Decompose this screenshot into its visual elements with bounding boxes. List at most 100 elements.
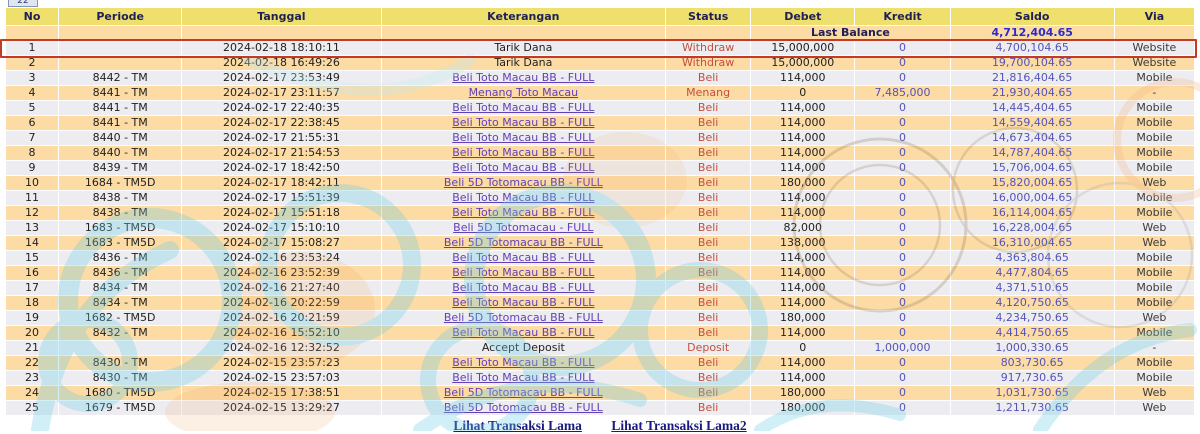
cell-status: Beli (666, 236, 751, 250)
cell-debet: 180,000 (751, 311, 855, 325)
cell-keterangan: Tarik Dana (381, 56, 666, 70)
transaction-row: 5 8441 - TM 2024-02-17 22:40:35 Beli Toto M… (6, 101, 1194, 115)
keterangan-link[interactable]: Beli Toto Macau BB - FULL (452, 356, 595, 369)
keterangan-link[interactable]: Beli Toto Macau BB - FULL (452, 116, 595, 129)
cell-saldo: 4,414,750.65 (950, 326, 1114, 340)
cell-saldo: 14,673,404.65 (950, 131, 1114, 145)
cell-tanggal: 2024-02-17 18:42:50 (182, 161, 381, 175)
cell-kredit: 0 (855, 131, 950, 145)
cell-kredit: 0 (855, 356, 950, 370)
transaction-row: 18 8434 - TM 2024-02-16 20:22:59 Beli Toto … (6, 296, 1194, 310)
keterangan-link[interactable]: Beli Toto Macau BB - FULL (452, 131, 595, 144)
cell-via: Mobile (1114, 161, 1194, 175)
cell-debet: 180,000 (751, 386, 855, 400)
cell-kredit: 0 (855, 206, 950, 220)
keterangan-link[interactable]: Beli Toto Macau BB - FULL (452, 101, 595, 114)
cell-debet: 114,000 (751, 371, 855, 385)
cell-periode: 8440 - TM (59, 131, 182, 145)
keterangan-link[interactable]: Beli Toto Macau BB - FULL (452, 266, 595, 279)
column-header-tanggal: Tanggal (182, 8, 381, 25)
cell-tanggal: 2024-02-16 23:53:24 (182, 251, 381, 265)
cell-periode (59, 41, 182, 55)
cell-tanggal: 2024-02-17 21:55:31 (182, 131, 381, 145)
column-header-debet: Debet (751, 8, 855, 25)
cropped-toolbar-button[interactable]: 22 (8, 0, 38, 7)
keterangan-link[interactable]: Menang Toto Macau (468, 86, 579, 99)
cell-status: Beli (666, 386, 751, 400)
cell-periode: 8430 - TM (59, 356, 182, 370)
cell-keterangan: Accept Deposit (381, 341, 666, 355)
keterangan-link[interactable]: Beli Toto Macau BB - FULL (452, 206, 595, 219)
cell-via: Mobile (1114, 146, 1194, 160)
cell-tanggal: 2024-02-17 18:42:11 (182, 176, 381, 190)
cell-status: Menang (666, 86, 751, 100)
cell-keterangan: Beli 5D Totomacau BB - FULL (381, 401, 666, 415)
cell-periode: 1679 - TM5D (59, 401, 182, 415)
cell-status: Beli (666, 221, 751, 235)
cell-status: Withdraw (666, 41, 751, 55)
cell-no: 3 (6, 71, 59, 85)
cell-saldo: 16,310,004.65 (950, 236, 1114, 250)
keterangan-link[interactable]: Beli Toto Macau BB - FULL (452, 251, 595, 264)
cell-via: Mobile (1114, 266, 1194, 280)
cell-periode: 8434 - TM (59, 281, 182, 295)
cell-no: 6 (6, 116, 59, 130)
keterangan-link[interactable]: Beli 5D Totomacau BB - FULL (443, 311, 603, 324)
keterangan-link[interactable]: Beli 5D Totomacau BB - FULL (443, 176, 603, 189)
cell-status: Beli (666, 146, 751, 160)
cell-via: Website (1114, 41, 1194, 55)
cell-tanggal: 2024-02-16 23:52:39 (182, 266, 381, 280)
cell-periode: 8440 - TM (59, 146, 182, 160)
keterangan-link[interactable]: Beli Toto Macau BB - FULL (452, 281, 595, 294)
cell-kredit: 0 (855, 56, 950, 70)
transaction-row: 16 8436 - TM 2024-02-16 23:52:39 Beli Toto … (6, 266, 1194, 280)
cell-saldo: 917,730.65 (950, 371, 1114, 385)
column-header-saldo: Saldo (950, 8, 1114, 25)
transaction-row: 10 1684 - TM5D 2024-02-17 18:42:11 Beli 5D … (6, 176, 1194, 190)
cell-keterangan: Beli 5D Totomacau BB - FULL (381, 386, 666, 400)
cell-kredit: 0 (855, 266, 950, 280)
keterangan-link[interactable]: Beli Toto Macau BB - FULL (452, 191, 595, 204)
cell-tanggal: 2024-02-17 15:10:10 (182, 221, 381, 235)
cell-debet: 114,000 (751, 296, 855, 310)
keterangan-link[interactable]: Beli 5D Totomacau BB - FULL (443, 386, 603, 399)
cell-periode: 8441 - TM (59, 101, 182, 115)
cell-status: Beli (666, 251, 751, 265)
cell-kredit: 0 (855, 401, 950, 415)
cell-no: 5 (6, 101, 59, 115)
cell-no: 17 (6, 281, 59, 295)
cell-via: Web (1114, 311, 1194, 325)
lihat-transaksi-lama-link[interactable]: Lihat Transaksi Lama (453, 418, 582, 433)
cell-kredit: 0 (855, 101, 950, 115)
transaction-row: 20 8432 - TM 2024-02-16 15:52:10 Beli Toto … (6, 326, 1194, 340)
cell-periode: 8438 - TM (59, 206, 182, 220)
keterangan-link[interactable]: Beli 5D Totomacau - FULL (453, 221, 594, 234)
keterangan-link[interactable]: Beli Toto Macau BB - FULL (452, 296, 595, 309)
keterangan-link[interactable]: Beli Toto Macau BB - FULL (452, 371, 595, 384)
cell-via: Mobile (1114, 371, 1194, 385)
cell-via: Mobile (1114, 296, 1194, 310)
cell-status: Beli (666, 311, 751, 325)
keterangan-link[interactable]: Beli 5D Totomacau BB - FULL (443, 236, 603, 249)
last-balance-label: Last Balance (751, 26, 950, 40)
cell-no: 12 (6, 206, 59, 220)
keterangan-link[interactable]: Beli 5D Totomacau BB - FULL (443, 401, 603, 414)
lihat-transaksi-lama2-link[interactable]: Lihat Transaksi Lama2 (611, 418, 747, 433)
cell-tanggal: 2024-02-17 22:38:45 (182, 116, 381, 130)
keterangan-link[interactable]: Beli Toto Macau BB - FULL (452, 161, 595, 174)
cell-periode: 8436 - TM (59, 251, 182, 265)
column-header-kredit: Kredit (855, 8, 950, 25)
cell-debet: 114,000 (751, 101, 855, 115)
cell-kredit: 1,000,000 (855, 341, 950, 355)
keterangan-link[interactable]: Beli Toto Macau BB - FULL (452, 71, 595, 84)
cell-tanggal: 2024-02-18 16:49:26 (182, 56, 381, 70)
cell-keterangan: Beli Toto Macau BB - FULL (381, 161, 666, 175)
keterangan-link[interactable]: Beli Toto Macau BB - FULL (452, 146, 595, 159)
keterangan-link[interactable]: Beli Toto Macau BB - FULL (452, 326, 595, 339)
cell-saldo: 16,000,004.65 (950, 191, 1114, 205)
cell-via: Web (1114, 386, 1194, 400)
cell-no: 16 (6, 266, 59, 280)
transaction-row: 1 2024-02-18 18:10:11 Tarik Dana Withdraw 15… (6, 41, 1194, 55)
transaction-row: 21 2024-02-16 12:32:52 Accept Deposit Depos… (6, 341, 1194, 355)
cell-keterangan: Beli Toto Macau BB - FULL (381, 116, 666, 130)
